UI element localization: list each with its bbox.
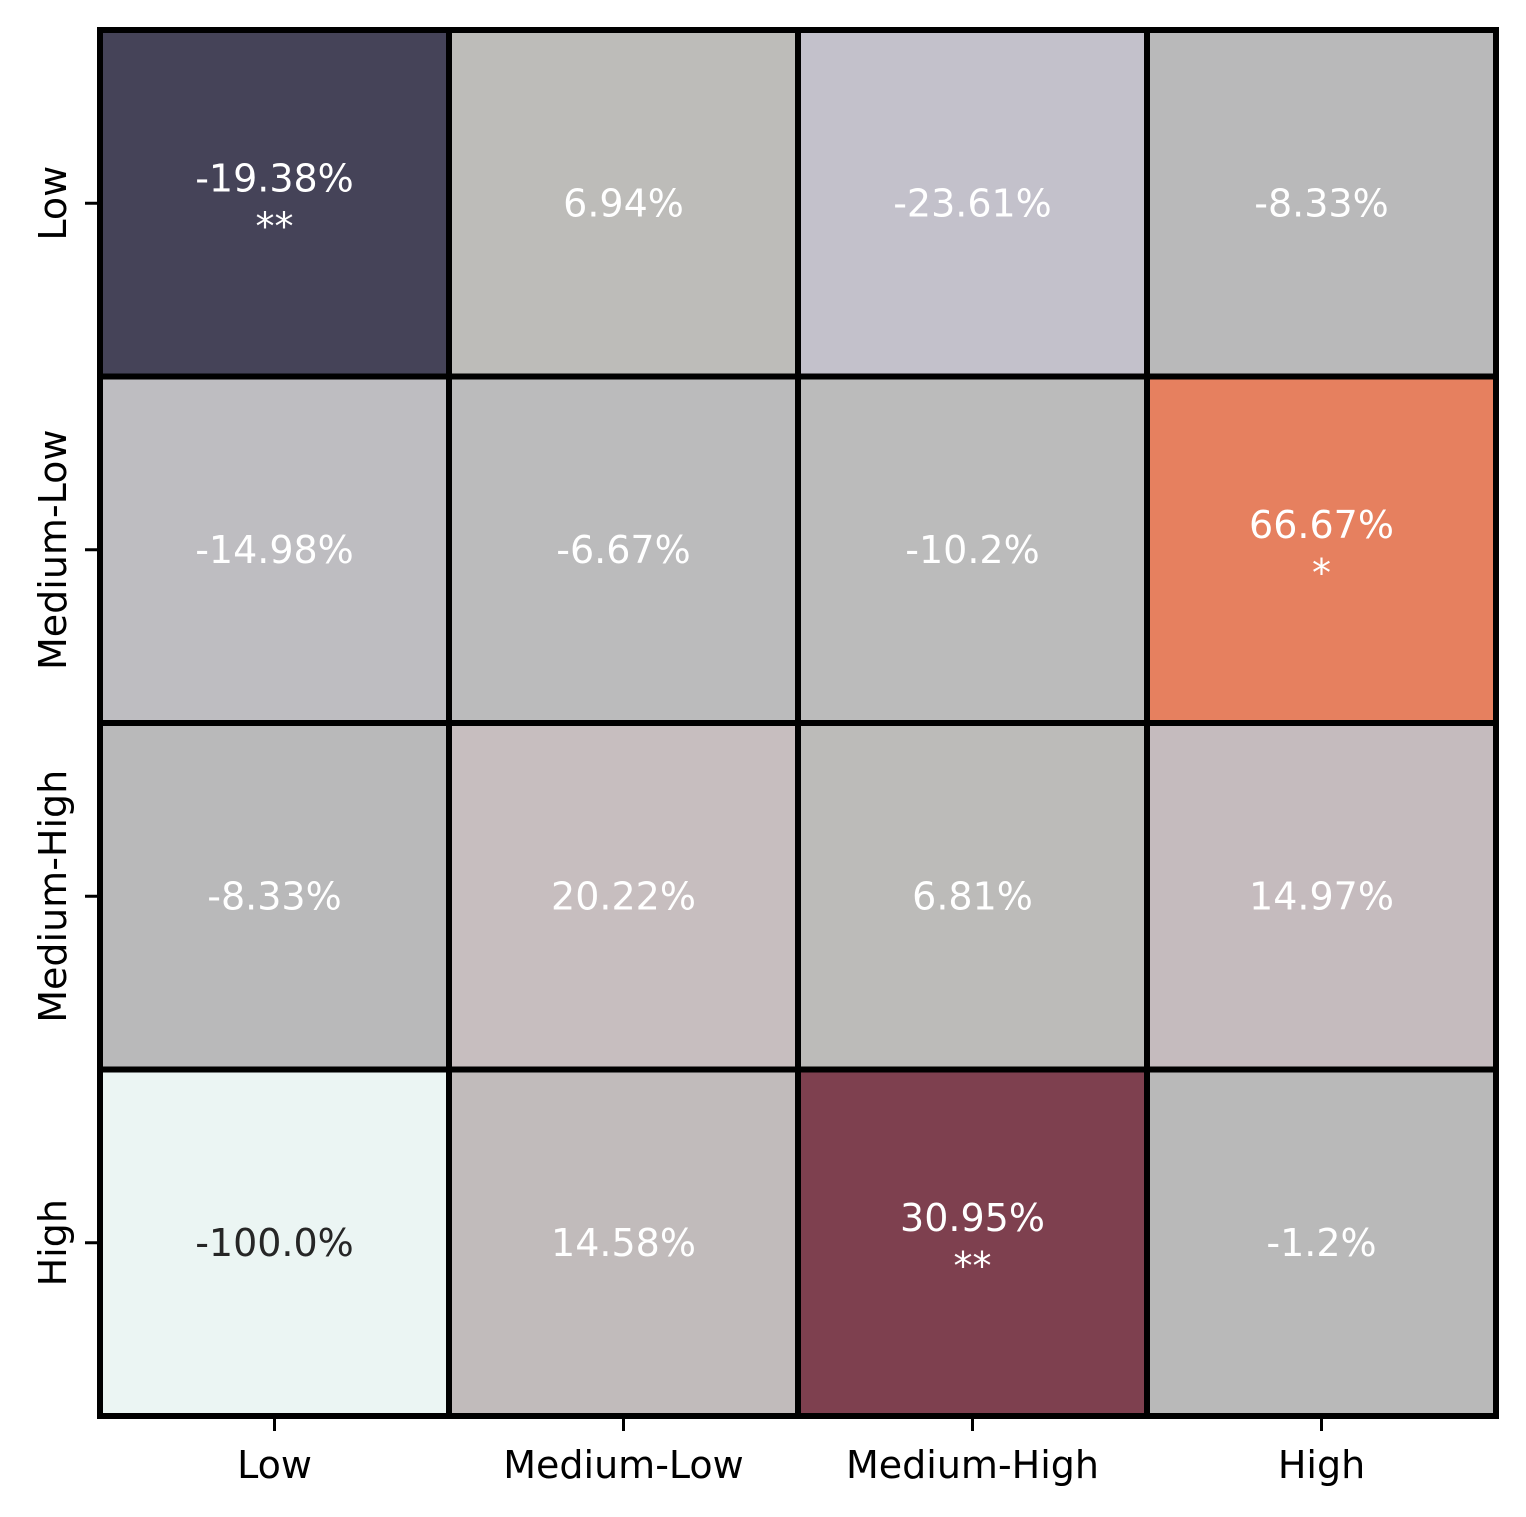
heatmap-cells [97, 27, 1499, 1419]
x-tick-label: Medium-Low [503, 1443, 744, 1487]
cell-value-label: -19.38% [195, 156, 354, 200]
cell-value-label: 30.95% [900, 1196, 1045, 1240]
heatmap-cell [1144, 720, 1499, 1073]
x-tick-label: Low [237, 1443, 312, 1487]
y-tick-label: Medium-High [31, 770, 75, 1023]
heatmap-cell-labels: -19.38%**6.94% -23.61% -8.33%-14.98% -6.67%… [195, 156, 1394, 1288]
plot-frame [97, 27, 1499, 1419]
cell-value-label: -1.2% [1266, 1221, 1376, 1265]
cell-value-label: 20.22% [551, 874, 696, 918]
cell-value-label: 14.97% [1249, 874, 1394, 918]
x-tick-label: Medium-High [846, 1443, 1099, 1487]
cell-value-label: -8.33% [1254, 181, 1388, 225]
axis-ticks: Low Medium-Low Medium-High High Low Medium-Lo… [31, 166, 1365, 1487]
y-tick-label: High [31, 1199, 75, 1286]
heatmap-cell [97, 27, 452, 380]
cell-value-label: 6.81% [912, 874, 1033, 918]
cell-value-label: 6.94% [563, 181, 684, 225]
y-tick-label: Medium-Low [31, 430, 75, 671]
cell-value-label: 66.67% [1249, 503, 1394, 547]
cell-significance-label: * [1312, 551, 1331, 595]
y-tick-label: Low [31, 166, 75, 241]
heatmap-cell [446, 1066, 801, 1419]
cell-value-label: -8.33% [207, 874, 341, 918]
heatmap-cell [795, 27, 1150, 380]
heatmap-cell [1144, 373, 1499, 726]
x-tick-label: High [1278, 1443, 1365, 1487]
heatmap-cell [795, 373, 1150, 726]
cell-value-label: -23.61% [893, 181, 1052, 225]
cell-value-label: -6.67% [556, 528, 690, 572]
cell-value-label: -100.0% [195, 1221, 354, 1265]
cell-significance-label: ** [954, 1244, 992, 1288]
heatmap-cell [446, 720, 801, 1073]
heatmap-cell [446, 27, 801, 380]
cell-significance-label: ** [256, 204, 294, 248]
cell-value-label: -14.98% [195, 528, 354, 572]
cell-value-label: -10.2% [905, 528, 1039, 572]
heatmap-cell [795, 1066, 1150, 1419]
cell-value-label: 14.58% [551, 1221, 696, 1265]
